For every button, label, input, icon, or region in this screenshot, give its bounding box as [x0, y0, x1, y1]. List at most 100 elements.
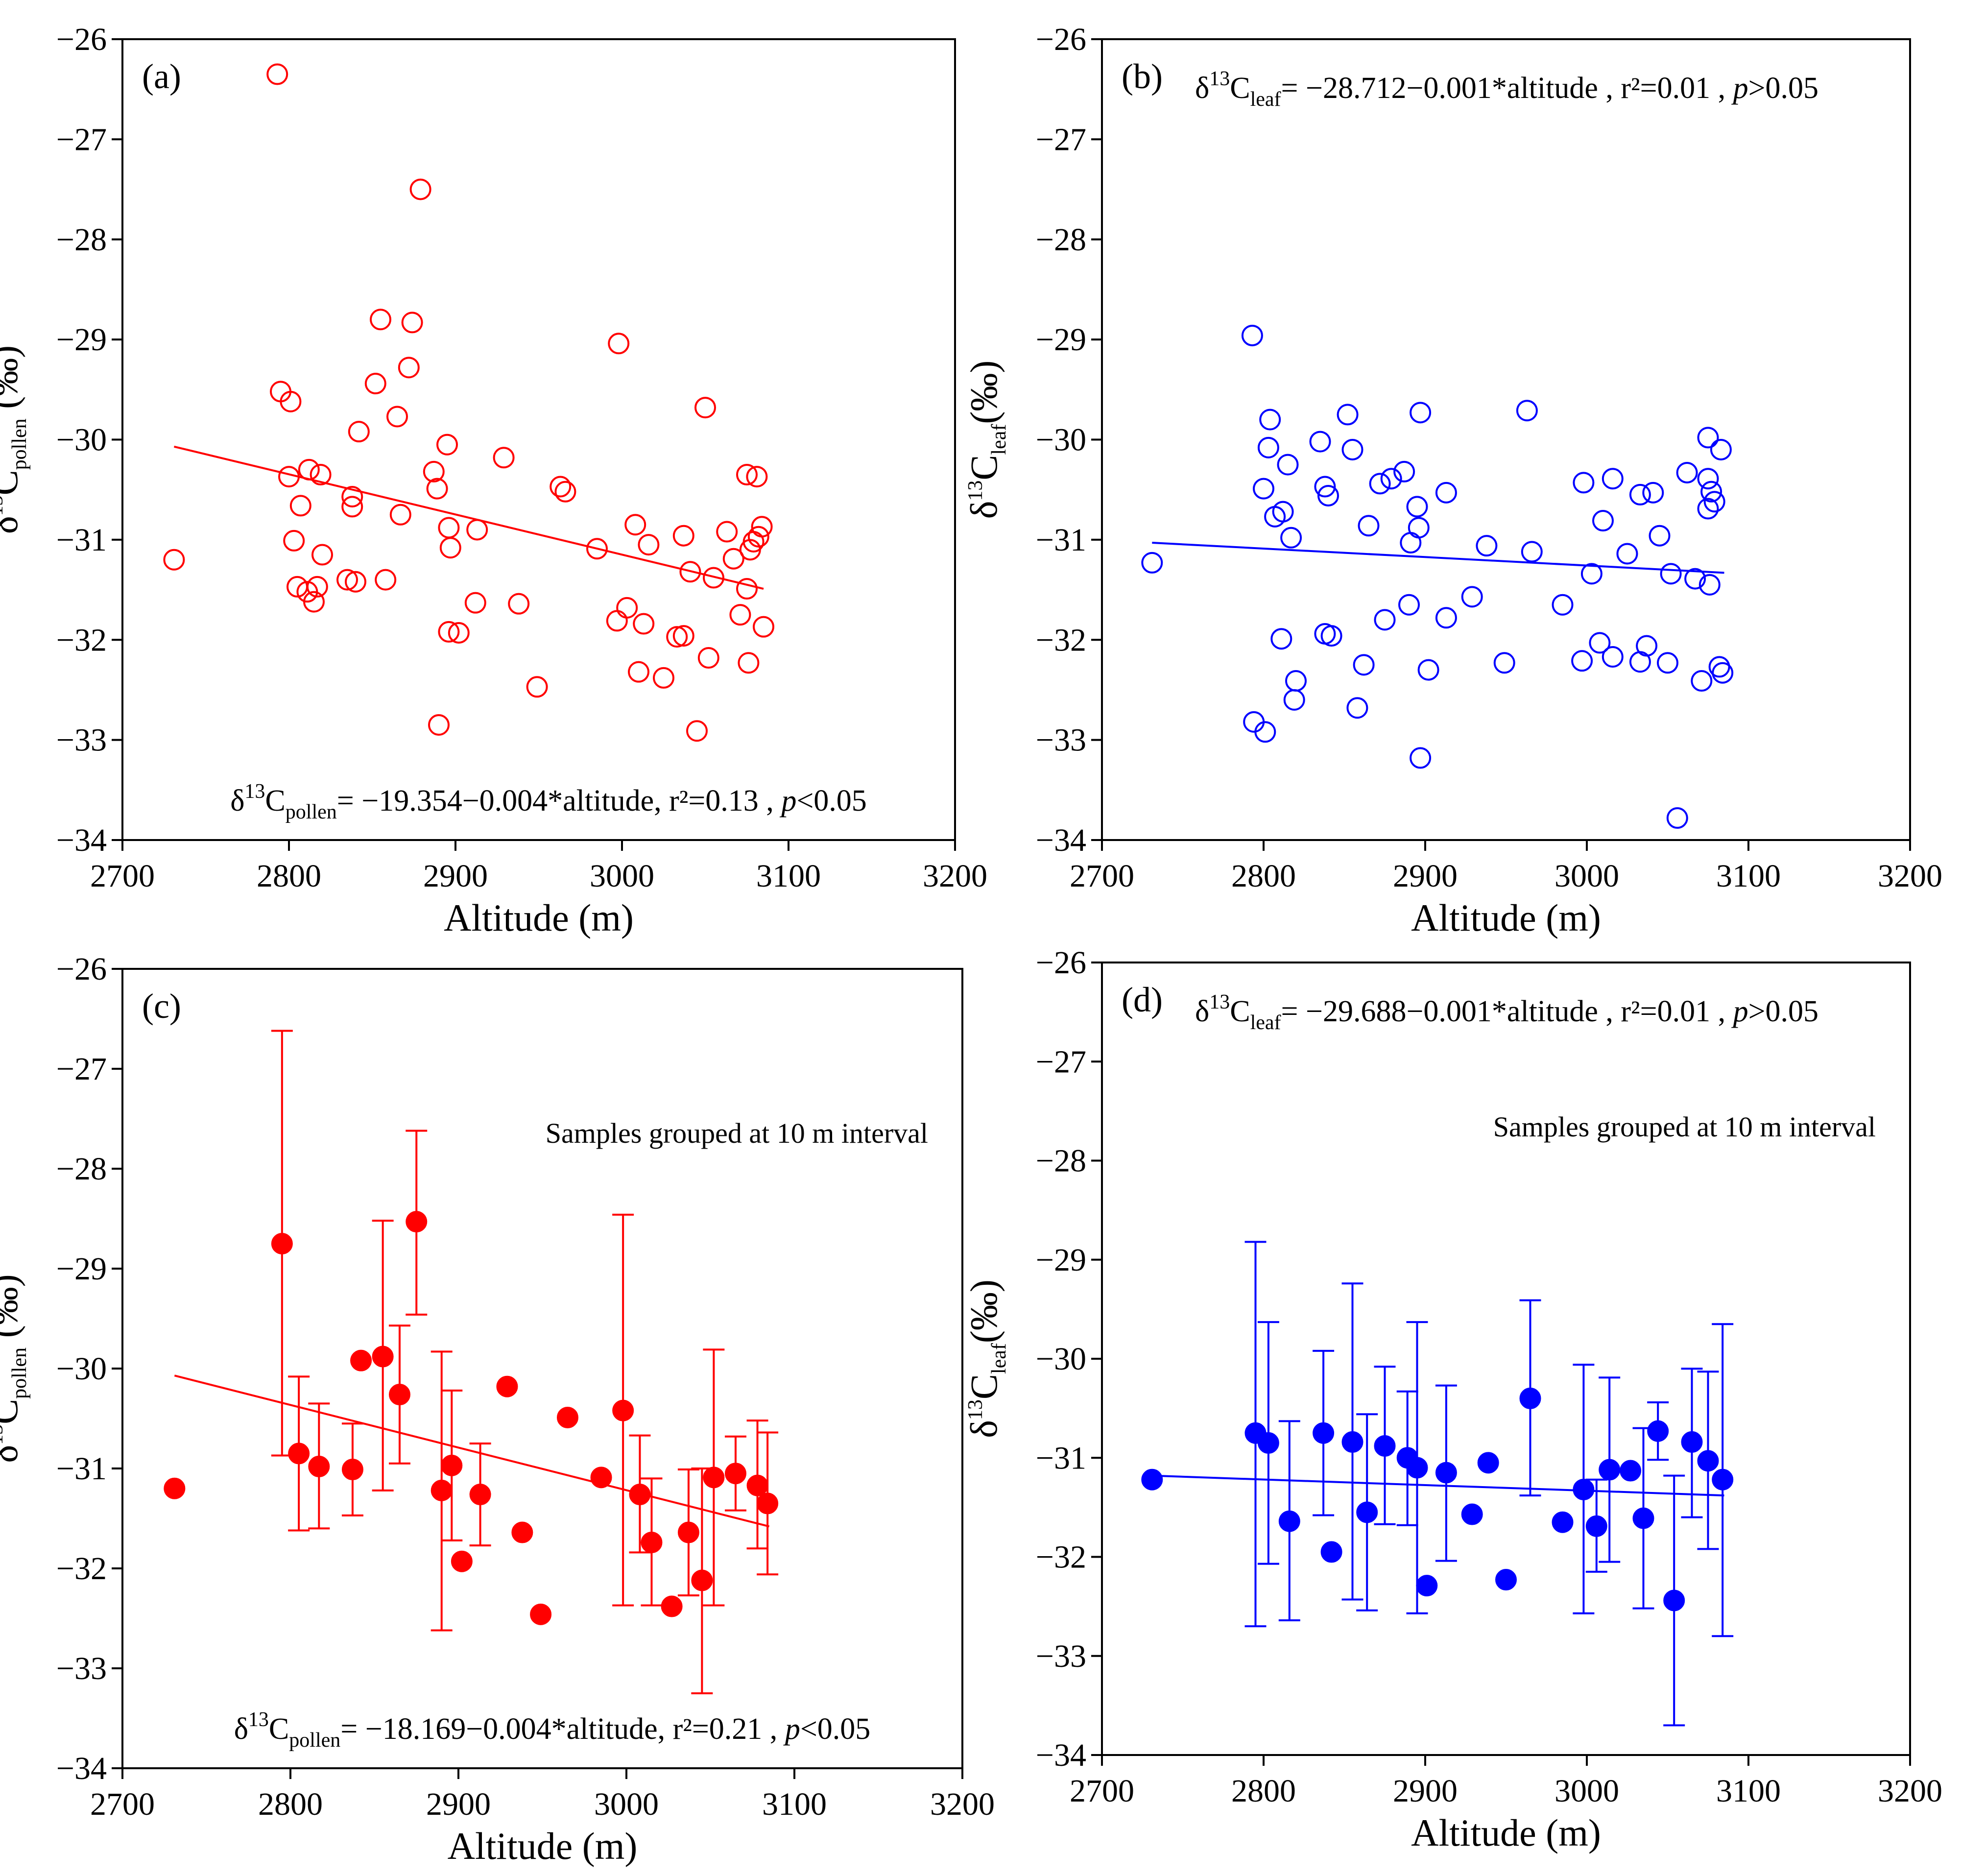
- ylabel-c: C: [962, 1374, 1005, 1399]
- data-point: [1461, 586, 1483, 608]
- x-tick-label: 3000: [1554, 858, 1619, 894]
- data-point: [372, 1346, 394, 1368]
- x-axis-title: Altitude (m): [444, 896, 634, 939]
- y-tick-label: −30: [56, 1351, 107, 1387]
- data-point: [1341, 438, 1363, 460]
- data-point: [426, 478, 448, 500]
- y-tick-label: −32: [56, 622, 107, 658]
- data-point: [1406, 1457, 1428, 1479]
- data-point: [751, 516, 773, 538]
- data-point: [1358, 515, 1380, 537]
- data-point: [439, 537, 461, 559]
- x-tick-label: 2800: [258, 1786, 323, 1822]
- data-point: [451, 1550, 473, 1572]
- data-point: [436, 433, 458, 456]
- data-point: [1666, 807, 1688, 829]
- data-point: [633, 613, 655, 635]
- data-point: [1309, 431, 1331, 453]
- data-point: [164, 1477, 186, 1499]
- panel-b: 2700 2800 2900 3000 3100 3200 −34 −33 −32 −31 −30 −…: [962, 22, 1942, 939]
- data-point: [1259, 409, 1281, 431]
- data-point: [554, 481, 576, 503]
- y-tick-label: −28: [56, 222, 107, 258]
- eq-body: = −29.688−0.001*altitude , r²=0.01 ,: [1281, 995, 1733, 1028]
- data-point: [703, 567, 724, 589]
- eq-body: = −28.712−0.001*altitude , r²=0.01 ,: [1281, 72, 1733, 105]
- ylabel-sup: 13: [0, 495, 7, 516]
- data-point: [464, 592, 486, 614]
- y-tick-label: −26: [56, 22, 107, 57]
- ylabel-unit: (‰): [0, 1274, 25, 1347]
- data-point: [526, 676, 548, 698]
- y-tick-label: −27: [56, 121, 107, 157]
- y-tick-label: −27: [1036, 1044, 1086, 1080]
- data-point: [311, 544, 333, 566]
- data-point: [469, 1484, 491, 1506]
- data-point: [310, 464, 332, 486]
- data-point: [677, 1521, 699, 1543]
- data-point: [694, 397, 716, 419]
- data-point: [638, 534, 660, 556]
- data-point: [1406, 496, 1428, 518]
- data-point: [1435, 481, 1457, 504]
- x-axis-title: Altitude (m): [1411, 896, 1601, 939]
- eq-sup: 13: [1209, 68, 1230, 90]
- x-tick-label: 2900: [426, 1786, 491, 1822]
- data-point: [388, 1384, 410, 1406]
- ylabel-delta: δ: [962, 501, 1005, 519]
- x-tick-label: 2700: [1070, 1773, 1134, 1809]
- eq-delta: δ: [230, 784, 244, 818]
- data-point: [1141, 1468, 1163, 1491]
- ylabel-unit: (‰): [0, 345, 25, 418]
- data-point: [386, 406, 408, 428]
- data-point: [1647, 1420, 1669, 1442]
- data-point: [1254, 721, 1276, 743]
- panel-a: 2700 2800 2900 3000 3100 3200 −34 −33 −32 −31 −30 −…: [0, 22, 987, 939]
- ylabel-sub: pollen: [8, 1347, 31, 1399]
- data-point: [1697, 498, 1719, 520]
- panel-c: 2700 2800 2900 3000 3100 3200 −34 −33 −32 −31 −30 −…: [0, 951, 995, 1867]
- data-point: [370, 309, 391, 331]
- y-tick-label: −30: [1036, 1341, 1086, 1377]
- data-point: [753, 616, 774, 638]
- data-point: [624, 514, 646, 536]
- data-point: [629, 1484, 651, 1506]
- x-tick-label: 3000: [590, 858, 654, 894]
- grouping-note: Samples grouped at 10 m interval: [546, 1117, 928, 1149]
- data-point: [1283, 689, 1305, 711]
- data-point: [1589, 632, 1611, 654]
- data-point: [606, 610, 628, 632]
- ylabel-sub: leaf: [988, 424, 1010, 455]
- data-point: [616, 597, 638, 619]
- data-point: [556, 1406, 578, 1428]
- data-point: [1369, 473, 1391, 495]
- data-point: [1435, 1462, 1457, 1484]
- data-point: [163, 549, 185, 571]
- data-point: [1573, 472, 1595, 494]
- ylabel-sub: pollen: [8, 418, 31, 470]
- data-point: [288, 1443, 310, 1465]
- data-point: [729, 604, 751, 626]
- y-tick-label: −26: [1036, 22, 1086, 57]
- ylabel-c: C: [0, 1399, 25, 1424]
- ylabel-c: C: [0, 470, 25, 495]
- y-tick-label: −33: [1036, 722, 1086, 758]
- eq-c: C: [1230, 995, 1250, 1028]
- eq-p-value: >0.05: [1748, 995, 1818, 1028]
- data-point: [341, 485, 363, 507]
- y-tick-label: −28: [1036, 1143, 1086, 1179]
- data-point: [736, 578, 758, 600]
- data-point: [423, 460, 445, 482]
- data-point: [738, 652, 760, 674]
- y-tick-label: −34: [1036, 822, 1086, 858]
- data-point: [298, 458, 320, 481]
- y-tick-label: −30: [1036, 422, 1086, 458]
- data-point: [306, 576, 328, 598]
- data-point: [550, 476, 572, 498]
- data-point: [747, 526, 769, 548]
- data-point: [1602, 468, 1624, 490]
- data-point: [283, 529, 305, 552]
- data-point: [1493, 652, 1515, 674]
- data-point: [1629, 483, 1651, 505]
